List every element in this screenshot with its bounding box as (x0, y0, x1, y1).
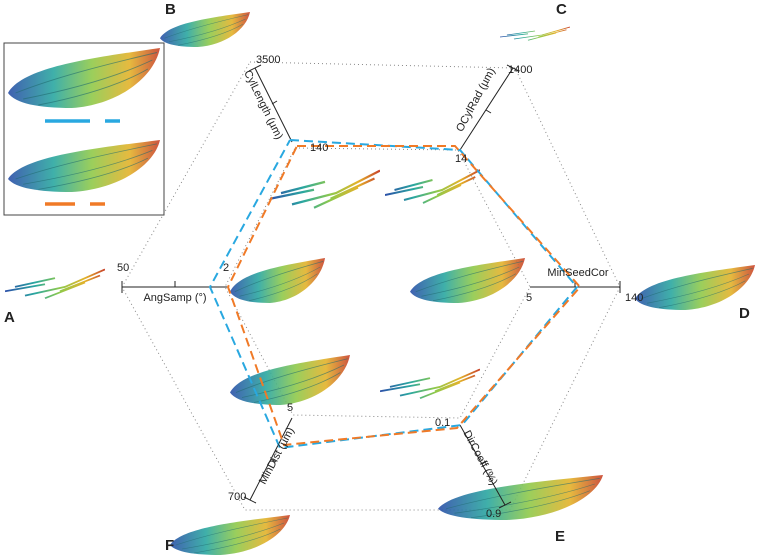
axis-end: 3500 (256, 54, 280, 66)
axis-label: MinSeedCor (547, 267, 608, 279)
axis-end: 5 (526, 292, 532, 304)
axis-label: CylLength (µm) (241, 68, 285, 141)
axis-label: DirCoeff (%) (461, 429, 500, 488)
axis-end: 0.9 (486, 508, 501, 520)
axis-end: 5 (287, 402, 293, 414)
axis-end: 140 (625, 292, 643, 304)
panel-letter: C (556, 1, 567, 18)
tree-render (500, 26, 570, 41)
panel-letter: F (165, 537, 174, 554)
tree-render (635, 265, 755, 310)
config-blue (208, 139, 579, 450)
axis-label: OCylRad (µm) (454, 66, 498, 134)
tree-render (270, 169, 380, 209)
config-orange (226, 145, 582, 447)
inset-frame (3, 42, 165, 216)
axis-line (248, 64, 293, 143)
panel-letter: E (555, 528, 565, 545)
tree-render (380, 368, 480, 400)
tree-render (410, 258, 525, 303)
tree-render (230, 258, 325, 303)
axis-end: 140 (310, 142, 328, 154)
tree-render (438, 475, 603, 520)
tree-render (8, 48, 160, 108)
outer-hexagon (121, 61, 621, 511)
axis-label: MinDist (µm) (257, 426, 297, 487)
panel-letter: D (739, 305, 750, 322)
axis-end: 50 (117, 262, 129, 274)
panel-letter: B (165, 1, 176, 18)
axis-end: 2 (223, 262, 229, 274)
panel-letter: A (4, 309, 15, 326)
axis-end: 14 (455, 153, 467, 165)
axis-line (243, 417, 293, 504)
tree-render (170, 515, 290, 555)
tree-render (5, 268, 105, 300)
axis-line (459, 64, 520, 151)
tree-render (230, 355, 350, 405)
tree-render (385, 169, 480, 204)
axis-end: 1400 (508, 64, 532, 76)
axis-end: 700 (228, 491, 246, 503)
axis-line (459, 424, 512, 509)
tree-render (8, 140, 160, 192)
axis-label: AngSamp (°) (143, 292, 206, 304)
axis-end: 0.1 (435, 417, 450, 429)
